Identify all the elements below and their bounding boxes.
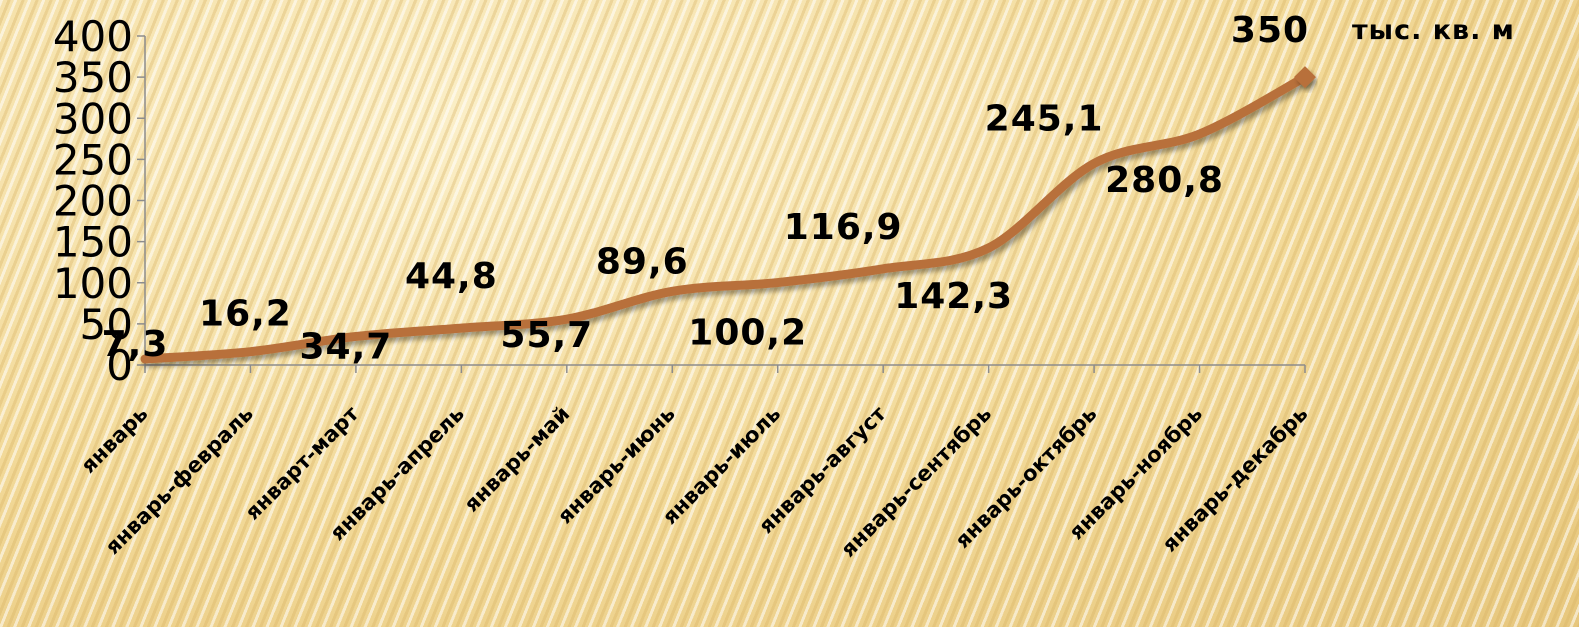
x-tick-label: январт-март [240, 401, 364, 525]
data-labels-group: 7,3 16,234,7 44,855,789,6 100,2 116,9 142,3 24… [102, 10, 1309, 367]
data-label: 89,6 [596, 241, 689, 282]
y-tick-label: 200 [53, 177, 133, 226]
y-tick-label: 150 [53, 218, 133, 267]
unit-label: тыс. кв. м [1352, 15, 1515, 46]
data-label: 350 [1231, 10, 1309, 51]
x-tick-label: январь [76, 402, 152, 478]
y-tick-label: 50 [80, 300, 133, 349]
data-label: 34,7 [299, 326, 392, 367]
y-tick-label: 400 [53, 12, 133, 61]
data-label: 142,3 [894, 276, 1013, 317]
y-tick-label: 100 [53, 259, 133, 308]
data-label: 116,9 [784, 207, 903, 248]
series-group [140, 66, 1316, 364]
data-label: 280,8 [1105, 160, 1224, 201]
y-tick-label: 350 [53, 53, 133, 102]
series-line [140, 72, 1310, 364]
x-tick-label: январь-май [459, 402, 574, 517]
end-point-marker [1294, 66, 1316, 89]
y-tick-label: 250 [53, 135, 133, 184]
data-label: 100,2 [688, 313, 807, 354]
data-label: 55,7 [500, 315, 593, 356]
y-tick-label: 300 [53, 94, 133, 143]
data-label: 245,1 [985, 98, 1104, 139]
data-label: 16,2 [199, 294, 292, 335]
data-label: 44,8 [405, 256, 498, 297]
y-tick-label: 0 [106, 341, 133, 390]
data-label: 7,3 [102, 324, 169, 365]
